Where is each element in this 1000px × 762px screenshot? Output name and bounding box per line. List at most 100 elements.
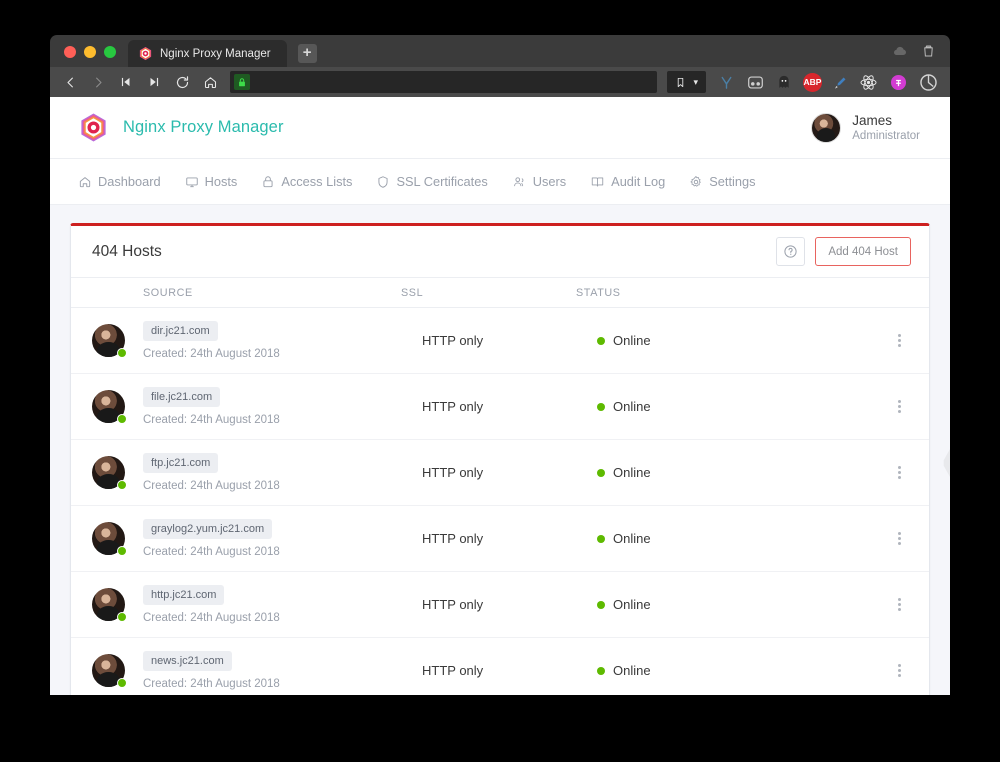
avatar-cell [92,390,143,424]
browser-window: Nginx Proxy Manager + [50,35,950,695]
last-page-icon[interactable] [142,71,166,93]
avatar-cell [92,588,143,622]
row-menu-button[interactable] [827,397,929,416]
nav-item-users[interactable]: Users [512,174,566,189]
close-window-button[interactable] [64,46,76,58]
nav-item-dashboard[interactable]: Dashboard [78,174,161,189]
status-cell: Online [597,663,827,678]
kebab-icon [898,331,901,350]
new-tab-button[interactable]: + [297,44,317,63]
add-404-host-button[interactable]: Add 404 Host [815,237,911,266]
status-cell: Online [597,597,827,612]
kebab-icon [898,463,901,482]
gear-icon [690,175,701,187]
extension-toolbar: ABP [718,72,942,92]
home-icon[interactable] [198,71,222,93]
nav-item-ssl-certificates[interactable]: SSL Certificates [376,174,488,189]
avatar-cell [92,654,143,688]
nav-label: Access Lists [281,174,353,189]
app-header: Nginx Proxy Manager James Administrator [50,97,950,159]
nav-label: SSL Certificates [396,174,488,189]
online-indicator-dot [117,546,127,556]
nav-item-access-lists[interactable]: Access Lists [261,174,352,189]
created-date: Created: 24th August 2018 [143,678,280,690]
table-row[interactable]: news.jc21.com Created: 24th August 2018 HT… [71,638,929,695]
nav-item-audit-log[interactable]: Audit Log [590,174,665,189]
table-row[interactable]: graylog2.yum.jc21.com Created: 24th Augus… [71,506,929,572]
react-devtools-icon[interactable] [859,73,878,92]
question-circle-icon [784,245,797,258]
created-date: Created: 24th August 2018 [143,546,280,558]
user-name: James [852,112,893,128]
container-tabs-icon[interactable] [746,74,765,91]
online-indicator-dot [117,414,127,424]
source-domain-badge[interactable]: news.jc21.com [143,651,232,671]
row-menu-button[interactable] [827,661,929,680]
source-cell: dir.jc21.com Created: 24th August 2018 [143,321,422,360]
user-menu[interactable]: James Administrator [811,112,920,143]
status-dot [597,402,605,411]
table-row[interactable]: http.jc21.com Created: 24th August 2018 HT… [71,572,929,638]
url-bar[interactable] [230,71,658,93]
minimize-window-button[interactable] [84,46,96,58]
brand[interactable]: Nginx Proxy Manager [78,112,284,143]
avatar-cell [92,456,143,490]
source-domain-badge[interactable]: graylog2.yum.jc21.com [143,519,273,539]
panel-pull-tab[interactable] [943,449,950,477]
bookmark-menu[interactable]: ▾ [667,71,706,93]
bookmark-icon [678,77,684,87]
created-date: Created: 24th August 2018 [143,612,280,624]
online-indicator-dot [117,612,127,622]
table-row[interactable]: file.jc21.com Created: 24th August 2018 HT… [71,374,929,440]
created-date: Created: 24th August 2018 [143,414,280,426]
trash-icon[interactable] [921,43,936,59]
ghostery-icon[interactable] [776,74,792,91]
cloud-icon[interactable] [892,43,908,59]
status-dot [597,600,605,609]
nav-item-hosts[interactable]: Hosts [185,174,237,189]
url-input[interactable] [250,76,658,88]
back-icon[interactable] [58,71,82,93]
https-everywhere-icon[interactable] [919,73,938,92]
row-menu-button[interactable] [827,595,929,614]
row-menu-button[interactable] [827,331,929,350]
adblock-plus-icon[interactable]: ABP [803,72,822,92]
lock-icon [263,175,273,187]
ssl-cell: HTTP only [422,663,484,678]
row-menu-button[interactable] [827,529,929,548]
users-icon [513,176,524,186]
pocket-icon[interactable] [718,74,735,91]
privacy-badger-icon[interactable] [889,73,908,92]
table-row[interactable]: dir.jc21.com Created: 24th August 2018 HTT… [71,308,929,374]
source-cell: ftp.jc21.com Created: 24th August 2018 [143,453,422,492]
online-indicator-dot [117,348,127,358]
status-cell: Online [597,399,827,414]
column-header-ssl: SSL [401,286,424,299]
help-button[interactable] [776,237,806,266]
source-domain-badge[interactable]: file.jc21.com [143,387,221,407]
browser-tab[interactable]: Nginx Proxy Manager [128,40,287,67]
ssl-cell: HTTP only [422,531,484,546]
table-row[interactable]: ftp.jc21.com Created: 24th August 2018 HTT… [71,440,929,506]
avatar-cell [92,324,143,358]
eyedropper-icon[interactable] [833,74,848,91]
kebab-icon [898,529,901,548]
source-cell: file.jc21.com Created: 24th August 2018 [143,387,422,426]
bookmark-caret-icon: ▾ [693,76,698,87]
source-domain-badge[interactable]: ftp.jc21.com [143,453,219,473]
online-indicator-dot [117,480,127,490]
row-menu-button[interactable] [827,463,929,482]
status-badge: Online [613,663,651,678]
maximize-window-button[interactable] [104,46,116,58]
nav-item-settings[interactable]: Settings [689,174,755,189]
status-cell: Online [597,465,827,480]
created-date: Created: 24th August 2018 [143,480,280,492]
source-domain-badge[interactable]: http.jc21.com [143,585,225,605]
user-info: James Administrator [852,113,920,143]
reload-icon[interactable] [170,71,194,93]
source-domain-badge[interactable]: dir.jc21.com [143,321,218,341]
forward-icon[interactable] [86,71,110,93]
browser-tab-bar: Nginx Proxy Manager + [50,35,950,67]
first-page-icon[interactable] [114,71,138,93]
window-controls [50,46,128,67]
